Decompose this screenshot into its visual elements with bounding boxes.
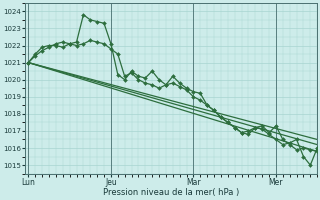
X-axis label: Pression niveau de la mer( hPa ): Pression niveau de la mer( hPa ) bbox=[103, 188, 239, 197]
